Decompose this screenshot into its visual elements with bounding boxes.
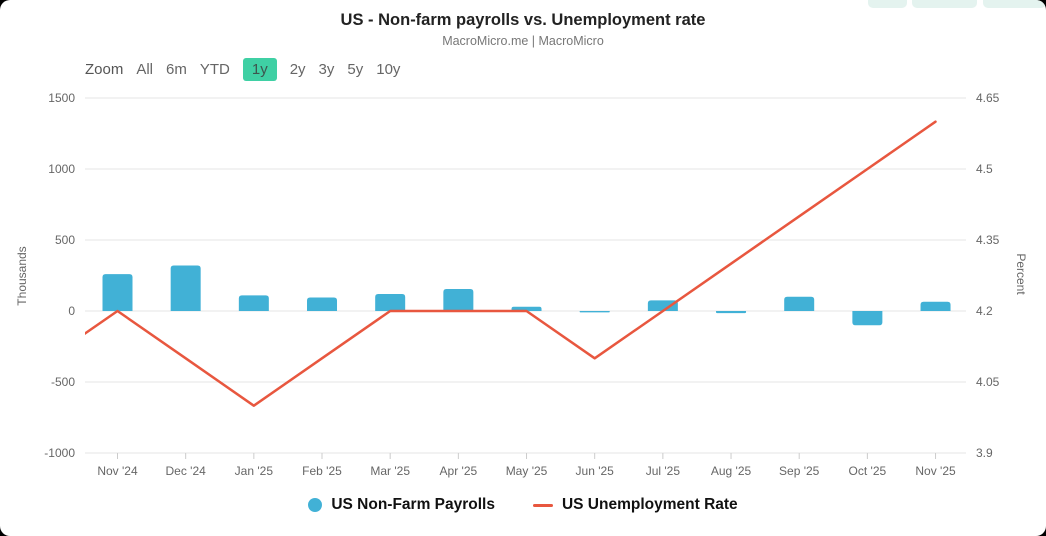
x-axis-label: Jun '25 [576, 464, 615, 478]
x-axis-label: Jul '25 [646, 464, 681, 478]
x-axis-label: Jan '25 [235, 464, 274, 478]
zoom-range-3y[interactable]: 3y [318, 61, 335, 78]
payrolls-bar-oct-25 [852, 311, 883, 326]
x-axis-label: Apr '25 [440, 464, 478, 478]
payrolls-bar-aug-25 [716, 311, 747, 314]
truncated-button-2[interactable] [912, 0, 977, 8]
payrolls-bar-jun-25 [579, 311, 610, 313]
legend-item-unemployment[interactable]: US Unemployment Rate [532, 496, 738, 514]
unemployment-rate-line [85, 120, 937, 407]
legend-item-payrolls[interactable]: US Non-Farm Payrolls [308, 496, 495, 514]
zoom-range-1y[interactable]: 1y [242, 58, 277, 81]
legend-label-unemployment: US Unemployment Rate [561, 496, 738, 513]
x-axis-label: Sep '25 [779, 464, 820, 478]
left-axis-tick-label: 1500 [48, 91, 75, 105]
legend-label-payrolls: US Non-Farm Payrolls [331, 496, 495, 513]
payrolls-bar-nov-25 [920, 301, 951, 311]
left-axis-tick-label: -1000 [44, 446, 75, 460]
left-axis-tick-label: 1000 [48, 162, 75, 176]
truncated-button-1[interactable] [868, 0, 907, 8]
right-axis-tick-label: 3.9 [976, 446, 993, 460]
zoom-range-6m[interactable]: 6m [166, 61, 187, 78]
x-axis-label: Mar '25 [370, 464, 410, 478]
page-subtitle: MacroMicro.me | MacroMicro [442, 34, 604, 48]
x-axis-label: Feb '25 [302, 464, 342, 478]
zoom-toolbar-label: Zoom [85, 61, 124, 78]
payrolls-bar-dec-24 [170, 265, 201, 311]
left-axis-tick-label: 500 [55, 233, 75, 247]
x-axis-label: May '25 [506, 464, 548, 478]
x-axis-label: Aug '25 [711, 464, 752, 478]
payrolls-bar-feb-25 [307, 297, 338, 311]
right-axis-tick-label: 4.65 [976, 91, 1000, 105]
truncated-button-3[interactable] [983, 0, 1046, 8]
zoom-toolbar: Zoom All 6m YTD 1y 2y 3y 5y 10y [85, 58, 401, 81]
zoom-range-ytd[interactable]: YTD [199, 61, 230, 78]
payrolls-bar-nov-24 [102, 274, 133, 311]
chart-legend: US Non-Farm Payrolls US Unemployment Rat… [0, 496, 1046, 514]
zoom-range-10y[interactable]: 10y [376, 61, 401, 78]
right-axis-tick-label: 4.05 [976, 375, 1000, 389]
payrolls-bar-sep-25 [784, 296, 815, 311]
right-axis-tick-label: 4.5 [976, 162, 993, 176]
right-axis-tick-label: 4.35 [976, 233, 1000, 247]
left-axis-title: Thousands [15, 246, 29, 305]
zoom-range-2y[interactable]: 2y [289, 61, 306, 78]
unemployment-line-marker-icon [532, 503, 553, 507]
left-axis-tick-label: -500 [51, 375, 75, 389]
right-axis-tick-label: 4.2 [976, 304, 993, 318]
payrolls-bar-jul-25 [647, 300, 678, 311]
x-axis-label: Oct '25 [849, 464, 887, 478]
payrolls-bar-apr-25 [443, 288, 474, 311]
zoom-range-5y[interactable]: 5y [347, 61, 364, 78]
payrolls-bar-jan-25 [238, 295, 269, 311]
right-axis-title: Percent [1014, 253, 1028, 295]
x-axis-label: Dec '24 [166, 464, 207, 478]
x-axis-label: Nov '25 [915, 464, 956, 478]
zoom-range-all[interactable]: All [136, 61, 154, 78]
left-axis-tick-label: 0 [68, 304, 75, 318]
payrolls-bar-mar-25 [375, 293, 406, 311]
page-title: US - Non-farm payrolls vs. Unemployment … [340, 11, 706, 29]
payrolls-circle-marker-icon [308, 498, 323, 512]
x-axis-label: Nov '24 [97, 464, 138, 478]
